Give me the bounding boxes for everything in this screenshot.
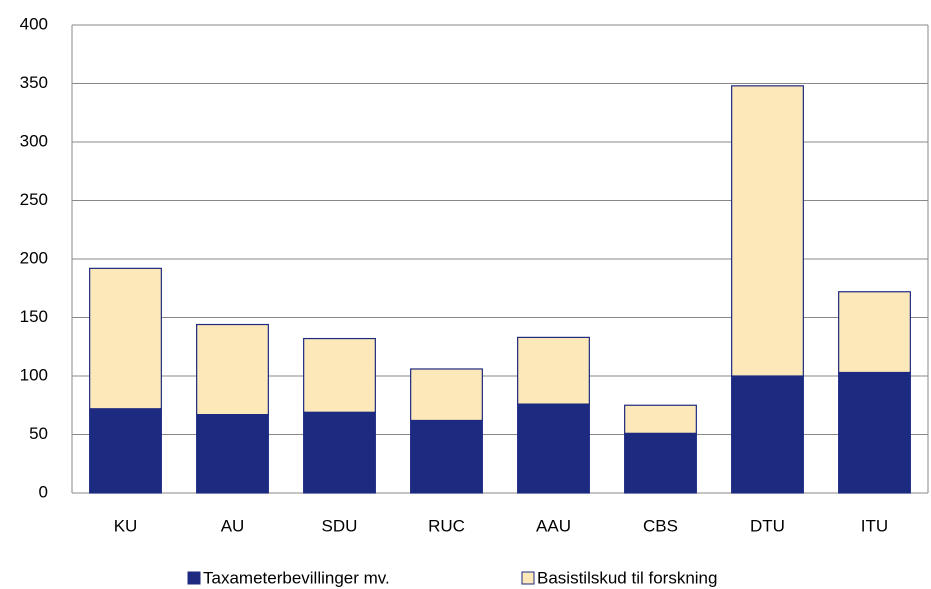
bar-segment — [517, 403, 590, 494]
legend-swatch — [521, 571, 535, 585]
legend-swatch — [187, 571, 201, 585]
y-tick-label: 300 — [20, 131, 48, 150]
x-tick-label: AU — [221, 516, 245, 535]
bar-segment — [624, 432, 697, 494]
bar-segment — [303, 411, 376, 494]
y-tick-label: 50 — [29, 424, 48, 443]
x-tick-label: KU — [114, 516, 138, 535]
bar-segment — [838, 371, 911, 494]
y-tick-label: 100 — [20, 365, 48, 384]
bar-segment — [517, 336, 590, 405]
bar-segment — [196, 414, 269, 494]
bar-segment — [196, 323, 269, 416]
y-tick-label: 250 — [20, 190, 48, 209]
bar-segment — [303, 337, 376, 413]
x-tick-label: RUC — [428, 516, 465, 535]
y-tick-label: 150 — [20, 307, 48, 326]
bar-segment — [410, 419, 483, 494]
legend-label: Taxameterbevillinger mv. — [203, 568, 390, 587]
y-tick-label: 0 — [39, 482, 48, 501]
bar-segment — [89, 408, 162, 494]
x-tick-label: DTU — [750, 516, 785, 535]
bar-segment — [731, 85, 804, 377]
legend-label: Basistilskud til forskning — [537, 568, 717, 587]
bar-segment — [731, 375, 804, 494]
bar-segment — [410, 368, 483, 422]
x-tick-label: SDU — [322, 516, 358, 535]
x-tick-label: AAU — [536, 516, 571, 535]
y-tick-label: 200 — [20, 248, 48, 267]
bar-segment — [838, 291, 911, 374]
y-tick-label: 350 — [20, 73, 48, 92]
bar-segment — [624, 404, 697, 434]
x-tick-label: CBS — [643, 516, 678, 535]
bar-segment — [89, 267, 162, 410]
y-tick-label: 400 — [20, 14, 48, 33]
x-tick-label: ITU — [861, 516, 888, 535]
